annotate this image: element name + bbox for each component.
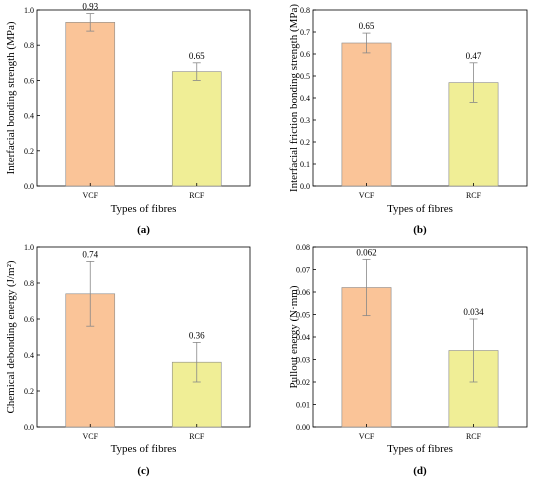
y-tick-label: 0.8 [300,6,310,15]
y-tick-label: 0.1 [300,160,310,169]
y-tick-label: 0.6 [24,315,34,324]
y-axis-label: Interfacial bonding strength (MPa) [5,21,17,174]
y-tick-label: 0.6 [300,50,310,59]
y-tick-label: 1.0 [24,6,34,15]
y-tick-label: 0.2 [300,138,310,147]
y-tick-label: 0.02 [296,378,310,387]
y-axis-label: Interfacial friction bonding strength (M… [288,4,300,193]
x-tick-label: VCF [359,191,375,200]
y-tick-label: 0.8 [24,279,34,288]
x-axis-label: Types of fibres [387,203,453,215]
y-tick-label: 0.01 [296,401,310,410]
x-tick-label: RCF [189,432,205,441]
x-tick-label: RCF [189,191,205,200]
y-tick-label: 0.05 [296,311,310,320]
y-tick-label: 0.7 [300,28,310,37]
data-label: 0.93 [82,2,98,12]
x-axis-label: Types of fibres [111,203,177,215]
chart-panel-2: 0.0 0.1 0.2 0.3 0.4 0.5 0.6 0.7 0.8 0.65 VCF 0.47 RC… [288,4,528,236]
data-label: 0.062 [356,247,376,257]
x-tick-label: VCF [359,432,375,441]
y-tick-label: 0.06 [296,288,310,297]
y-tick-label: 0.6 [24,76,34,85]
panel-label: (d) [413,465,427,477]
chart-panel-3: 0.0 0.2 0.4 0.6 0.8 1.0 0.74 VCF 0.36 RCF Types of… [5,243,251,477]
y-tick-label: 0.03 [296,356,310,365]
x-axis-label: Types of fibres [111,443,177,455]
y-tick-label: 1.0 [24,243,34,252]
y-tick-label: 0.4 [300,94,310,103]
y-tick-label: 0.3 [300,116,310,125]
y-tick-label: 0.4 [24,112,34,121]
panel-label: (b) [413,224,427,236]
data-label: 0.65 [189,51,205,61]
data-label: 0.034 [463,307,484,317]
data-label: 0.74 [82,249,98,259]
x-tick-label: VCF [82,432,98,441]
y-tick-label: 0.04 [296,333,310,342]
chart-panel-4: 0.00 0.01 0.02 0.03 0.04 0.05 0.06 0.07 0.08 0.06… [288,243,528,477]
bar-vcf [341,42,392,187]
y-tick-label: 0.0 [24,423,34,432]
y-tick-label: 0.2 [24,387,34,396]
panel-label: (c) [137,465,150,477]
y-tick-label: 0.0 [300,182,310,191]
plot-frame [36,9,251,187]
y-tick-label: 0.00 [296,423,310,432]
y-tick-label: 0.4 [24,351,34,360]
x-axis-label: Types of fibres [387,443,453,455]
y-axis-label: Pullout energy (N·mm) [288,285,300,388]
plot-frame [36,246,251,428]
x-tick-label: RCF [466,432,482,441]
y-tick-label: 0.8 [24,41,34,50]
y-tick-label: 0.5 [300,72,310,81]
x-tick-label: RCF [466,191,482,200]
bar-rcf [171,71,222,187]
data-label: 0.47 [466,51,482,61]
panel-label: (a) [137,224,150,236]
bar-vcf [65,22,116,187]
data-label: 0.65 [359,21,375,31]
chart-panel-1: 0.0 0.2 0.4 0.6 0.8 1.0 0.93 VCF 0.65 RCF Types of… [5,2,251,236]
y-tick-label: 0.2 [24,147,34,156]
y-tick-label: 0.08 [296,243,310,252]
x-tick-label: VCF [82,191,98,200]
data-label: 0.36 [189,330,205,340]
y-tick-label: 0.07 [296,266,310,275]
y-axis-label: Chemical debonding energy (J/m²) [5,260,17,413]
y-tick-label: 0.0 [24,182,34,191]
